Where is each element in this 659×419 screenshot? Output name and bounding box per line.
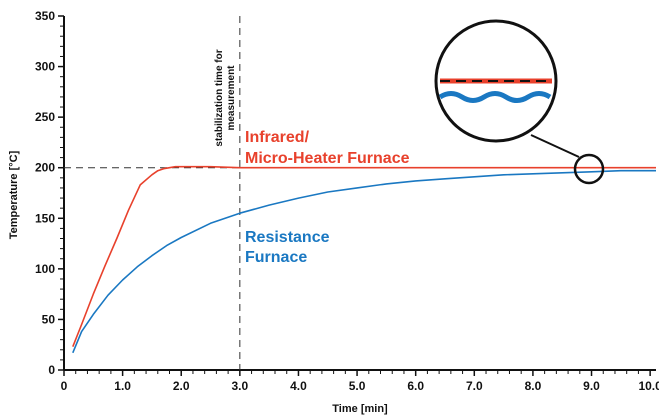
zoom-connector <box>530 134 580 158</box>
y-tick-label: 300 <box>35 60 55 74</box>
x-tick-label: 9.0 <box>583 379 600 393</box>
y-tick-label: 100 <box>35 262 55 276</box>
y-axis-label: Temperature [°C] <box>8 150 20 239</box>
x-tick-label: 1.0 <box>114 379 131 393</box>
resistance-series-label-line2: Furnace <box>245 249 307 266</box>
x-tick-label: 3.0 <box>231 379 248 393</box>
x-tick-label: 8.0 <box>525 379 542 393</box>
x-tick-label: 7.0 <box>466 379 483 393</box>
series-lines <box>72 165 656 354</box>
resistance-series-label-line1: Resistance <box>245 229 330 246</box>
x-tick-label: 5.0 <box>349 379 366 393</box>
zoom-blue-wave <box>438 91 552 103</box>
y-tick-label: 50 <box>42 312 56 326</box>
x-tick-label: 10.0 <box>638 379 659 393</box>
infrared-series-label-line1: Infrared/ <box>245 129 310 146</box>
x-tick-label: 4.0 <box>290 379 307 393</box>
x-axis-label: Time [min] <box>332 403 388 415</box>
infrared-furnace-line <box>72 165 656 347</box>
y-tick-label: 250 <box>35 110 55 124</box>
zoom-inset <box>434 19 605 185</box>
y-tick-label: 200 <box>35 161 55 175</box>
x-tick-label: 2.0 <box>173 379 190 393</box>
infrared-series-label-line2: Micro-Heater Furnace <box>245 150 410 167</box>
x-tick-label: 6.0 <box>407 379 424 393</box>
y-tick-label: 350 <box>35 9 55 23</box>
x-tick-label: 0 <box>61 379 68 393</box>
resistance-furnace-line <box>72 169 656 354</box>
stabilization-annotation-line1: stabilization time for <box>214 49 225 146</box>
reference-lines <box>64 16 656 370</box>
y-tick-label: 150 <box>35 211 55 225</box>
zoom-target-circle <box>573 153 605 185</box>
axes: 0 1.0 2.0 3.0 4.0 5.0 6.0 7.0 8.0 9.0 10.0 0 50 100 15… <box>35 9 659 393</box>
zoom-inset-circle <box>434 19 558 143</box>
stabilization-annotation-line2: measurement <box>226 65 237 131</box>
y-tick-label: 0 <box>48 363 55 377</box>
